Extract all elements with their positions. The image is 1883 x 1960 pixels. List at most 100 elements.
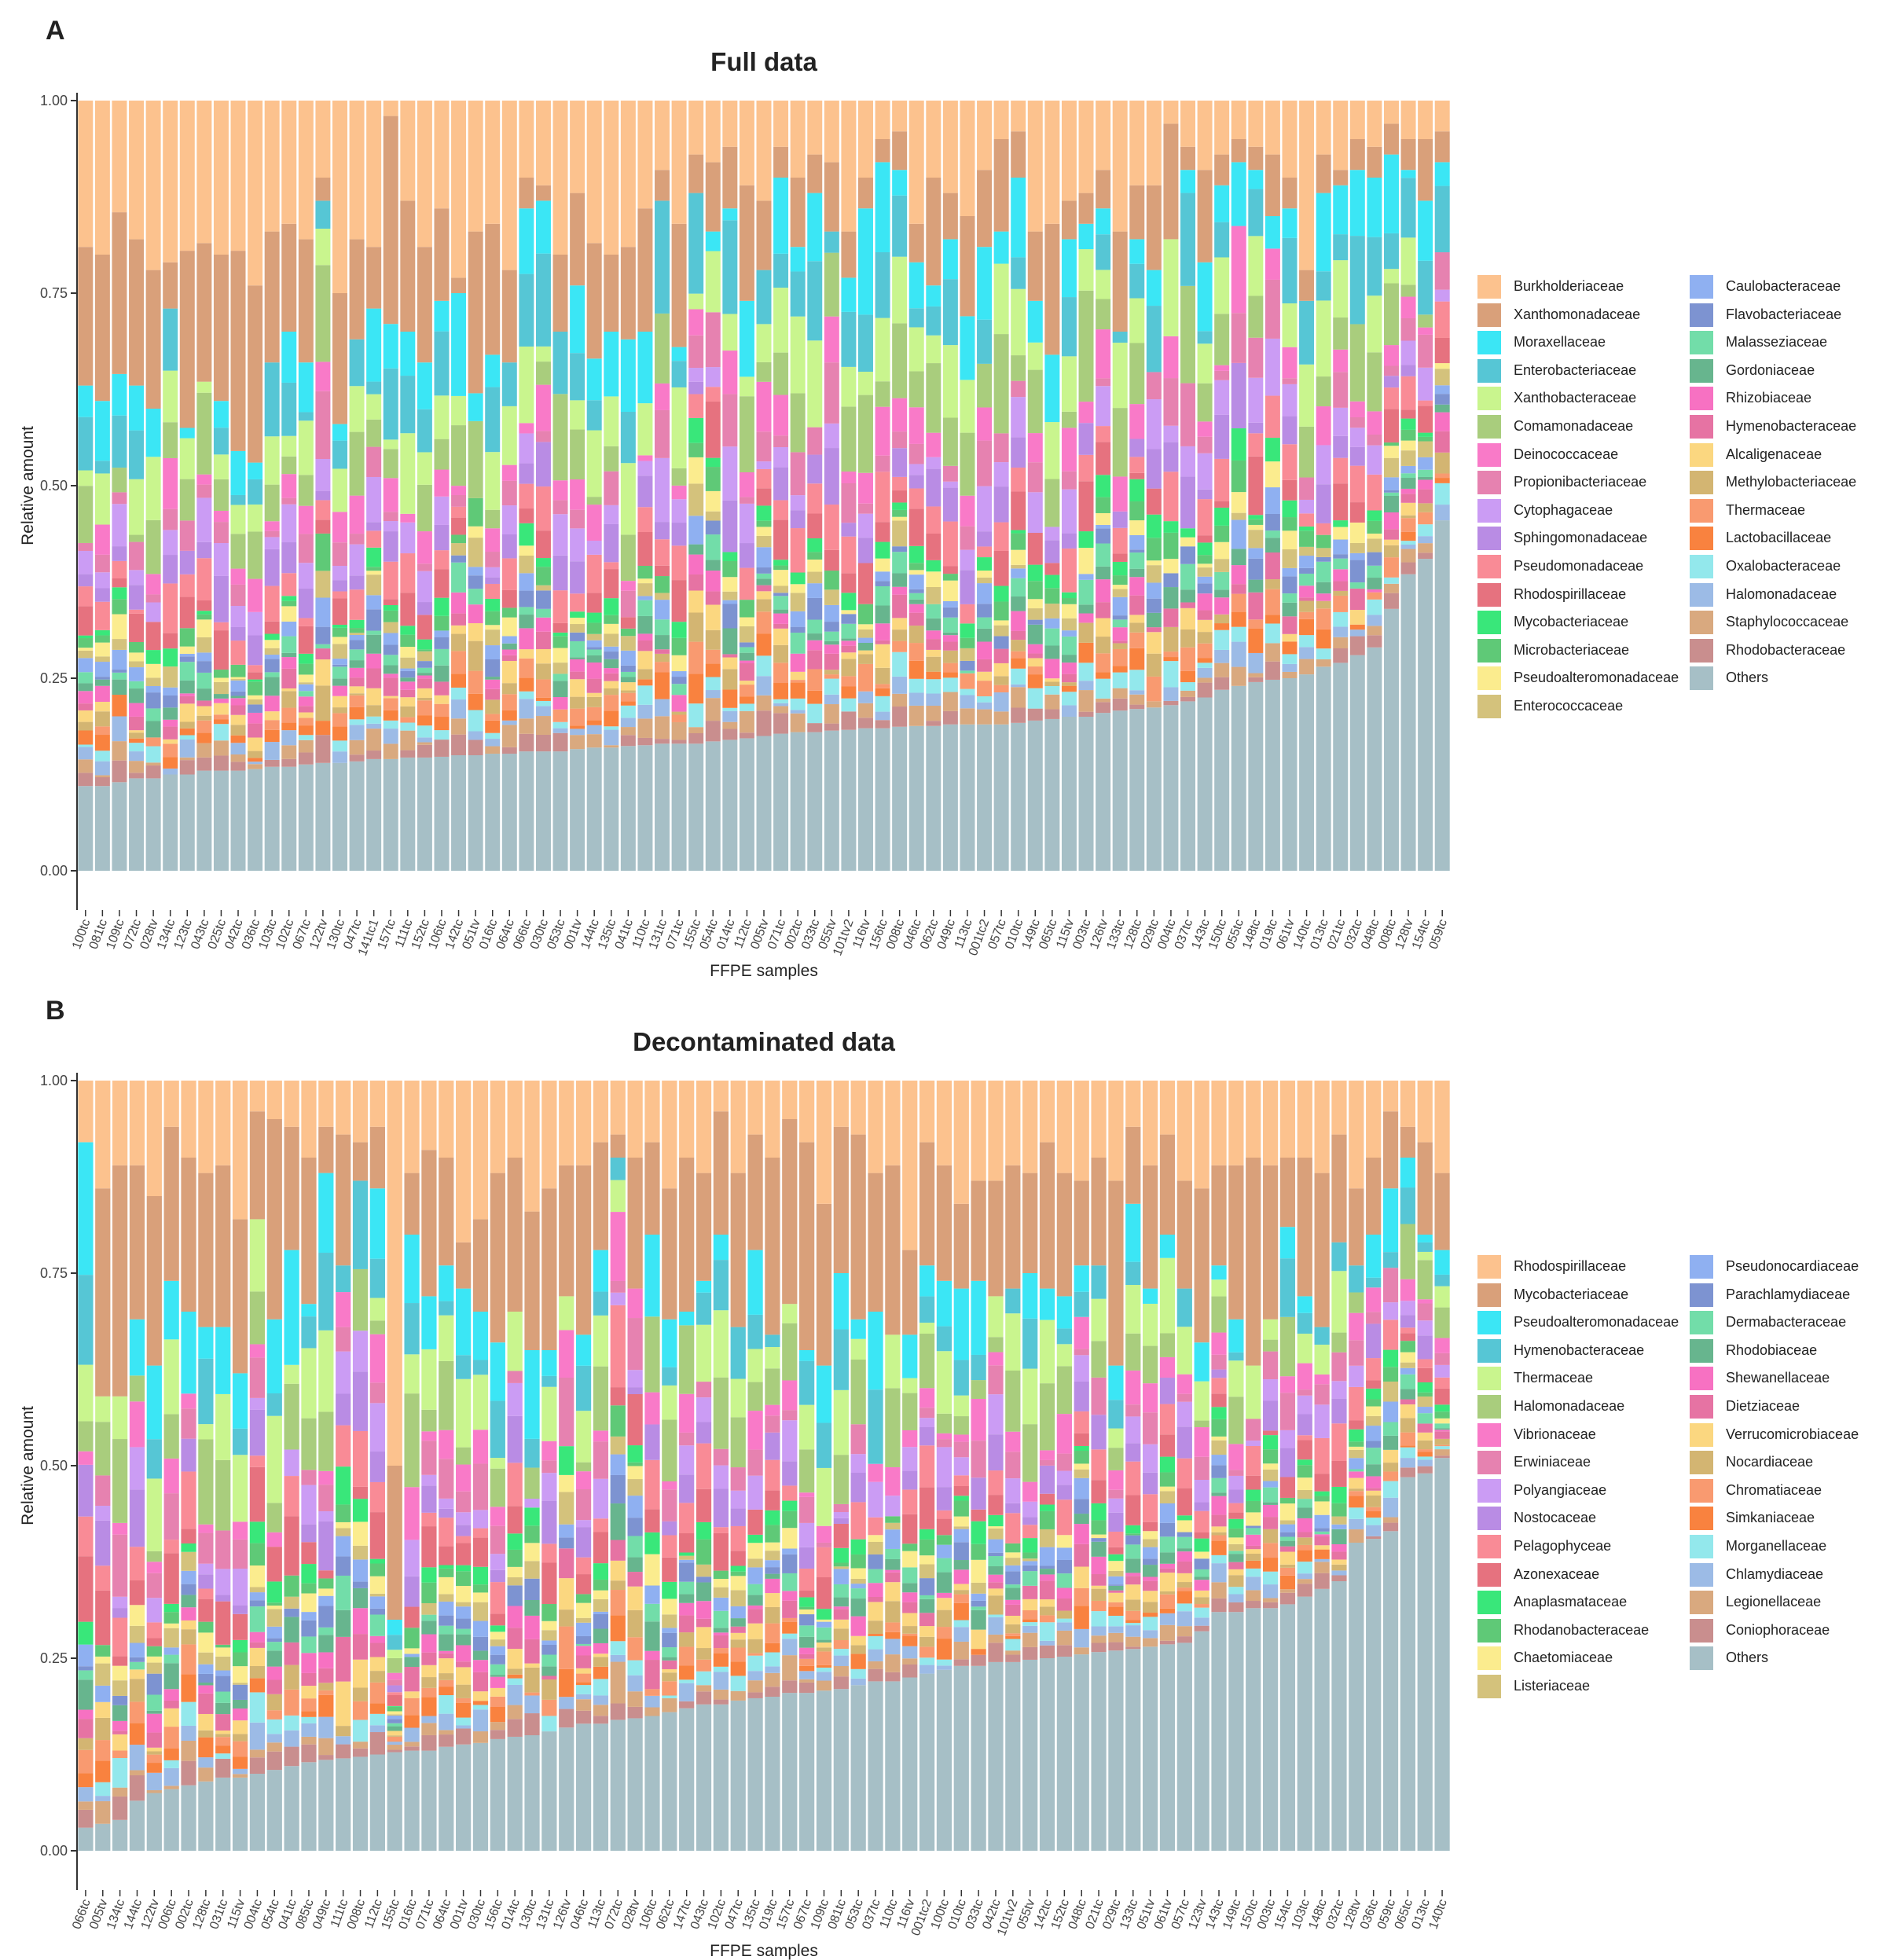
bar-segment (552, 732, 568, 752)
bar-segment (722, 740, 738, 871)
bar-segment (662, 1632, 677, 1648)
bar-segment (552, 622, 568, 633)
bar-segment (369, 1754, 385, 1851)
bar-segment (790, 452, 806, 496)
bar-segment (713, 1527, 729, 1533)
bar-segment (163, 555, 178, 584)
bar-segment (1039, 1565, 1055, 1569)
bar-segment (129, 239, 145, 386)
bar-segment (1349, 1446, 1364, 1450)
bar-segment (1096, 208, 1111, 235)
bar-segment (349, 101, 365, 240)
bar-segment (332, 440, 347, 469)
bar-stack (1194, 1081, 1209, 1851)
bar-segment (129, 778, 145, 871)
bar-segment (94, 726, 110, 736)
bar-segment (604, 471, 619, 505)
bar-segment (1061, 674, 1077, 683)
bar-segment (336, 1081, 351, 1135)
bar-segment (1108, 1561, 1124, 1571)
bar-segment (1005, 1633, 1021, 1636)
bar-segment (1163, 532, 1179, 560)
bar-segment (78, 747, 94, 760)
bar-segment (541, 1654, 557, 1667)
bar-segment (620, 665, 636, 672)
bar-segment (857, 604, 873, 625)
bar-segment (1011, 611, 1026, 631)
bar-stack (885, 1081, 901, 1851)
bar-segment (575, 1081, 592, 1165)
bar-segment (1314, 1558, 1330, 1562)
bar-segment (78, 650, 94, 659)
bar-segment (1367, 552, 1382, 566)
bar-segment (570, 657, 585, 659)
bar-segment (586, 358, 602, 401)
bar-segment (875, 667, 890, 685)
bar-segment (1125, 1081, 1141, 1127)
bar-segment (332, 627, 347, 637)
bar-segment (1078, 642, 1094, 663)
bar-segment (1039, 1640, 1055, 1646)
bar-segment (892, 693, 908, 707)
bar-segment (1248, 433, 1264, 457)
bar-segment (655, 653, 670, 663)
bar-segment (349, 719, 365, 725)
bar-segment (1246, 1475, 1261, 1490)
bar-segment (417, 602, 432, 615)
bar-segment (519, 101, 534, 178)
bar-segment (1159, 1568, 1176, 1573)
legend-label: Staphylococcaceae (1726, 614, 1849, 630)
bar-segment (1022, 1632, 1038, 1647)
bar-segment (485, 101, 501, 224)
bar-segment (1367, 178, 1382, 237)
bar-stack (1316, 101, 1331, 871)
bar-segment (485, 659, 501, 677)
bar-segment (1299, 477, 1315, 500)
bar-stack (593, 1081, 609, 1851)
bar-segment (1314, 1501, 1330, 1515)
bar-segment (1367, 647, 1382, 871)
bar-segment (336, 1758, 351, 1851)
bar-segment (1044, 694, 1060, 710)
bar-segment (1400, 531, 1416, 541)
bar-segment (1061, 200, 1077, 240)
bar-segment (507, 1628, 523, 1650)
bar-segment (1129, 185, 1145, 240)
bar-segment (383, 116, 398, 325)
bar-segment (824, 704, 839, 724)
bar-segment (739, 300, 754, 377)
bar-segment (281, 573, 297, 596)
bar-segment (264, 530, 280, 538)
bar-segment (1143, 1558, 1158, 1565)
bar-segment (369, 1512, 385, 1559)
bar-segment (145, 270, 161, 409)
bar-segment (1383, 529, 1399, 540)
bar-segment (593, 1611, 609, 1614)
bar-segment (841, 638, 857, 641)
bar-segment (400, 697, 416, 707)
bar-segment (977, 583, 993, 604)
bar-segment (1262, 1598, 1279, 1602)
bar-segment (163, 707, 178, 720)
bar-segment (662, 1419, 677, 1481)
bar-segment (249, 1592, 266, 1601)
bar-segment (1297, 1363, 1312, 1390)
bar-segment (857, 643, 873, 651)
bar-segment (95, 1565, 111, 1591)
bar-segment (349, 640, 365, 650)
bar-segment (318, 1411, 334, 1471)
bar-segment (586, 655, 602, 663)
bar-segment (421, 1687, 437, 1698)
bar-segment (451, 755, 467, 871)
bar-segment (421, 1349, 437, 1410)
bar-segment (1434, 1446, 1450, 1450)
bar-segment (902, 1658, 918, 1665)
bar-segment (451, 674, 467, 688)
bar-segment (892, 431, 908, 449)
bar-segment (610, 1134, 626, 1158)
legend-swatch (1477, 555, 1501, 578)
bar-segment (78, 606, 94, 636)
bar-segment (417, 737, 432, 743)
bar-segment (1074, 1349, 1089, 1356)
bar-segment (1176, 1374, 1192, 1394)
